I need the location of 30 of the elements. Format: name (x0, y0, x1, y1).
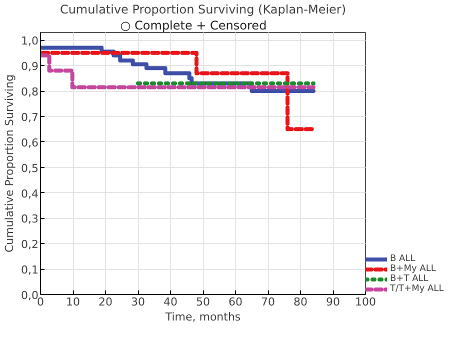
legend-label: T/T+My ALL (390, 284, 444, 294)
x-tick-label: 60 (228, 296, 242, 308)
x-tick-label: 100 (355, 296, 376, 308)
legend-label: B ALL (390, 254, 416, 264)
chart-title: Cumulative Proportion Surviving (Kaplan-Meier) (60, 2, 346, 16)
y-tick-label: 0,8 (21, 86, 39, 99)
y-tick-label: 1,0 (21, 34, 39, 48)
y-tick-label: 0,7 (21, 110, 39, 124)
x-axis-title: Time, months (164, 310, 241, 324)
x-tick-label: 10 (66, 296, 80, 308)
x-tick-label: 50 (196, 296, 210, 308)
legend-label: B+My ALL (390, 264, 436, 274)
y-tick-label: 0,2 (21, 238, 39, 252)
y-tick-label: 0,0 (21, 289, 39, 302)
x-tick-label: 90 (326, 296, 340, 308)
text: ○ Complete + Censored (120, 18, 267, 32)
y-tick-label: 0,4 (21, 187, 39, 200)
y-tick-label: 0,9 (21, 60, 39, 74)
x-tick-label: 40 (164, 296, 178, 308)
x-tick-label: 70 (261, 296, 275, 308)
y-tick-label: 0,3 (21, 212, 39, 226)
legend-label: B+T ALL (390, 274, 428, 284)
y-axis-title: Cumulative Proportion Surviving (3, 74, 16, 253)
x-tick-label: 0 (37, 296, 44, 308)
x-tick-label: 30 (131, 296, 145, 308)
y-tick-label: 0,1 (21, 264, 39, 277)
x-tick-label: 80 (294, 296, 308, 308)
y-tick-label: 0,5 (21, 162, 39, 175)
y-tick-label: 0,6 (21, 136, 39, 150)
x-tick-label: 20 (98, 296, 112, 308)
